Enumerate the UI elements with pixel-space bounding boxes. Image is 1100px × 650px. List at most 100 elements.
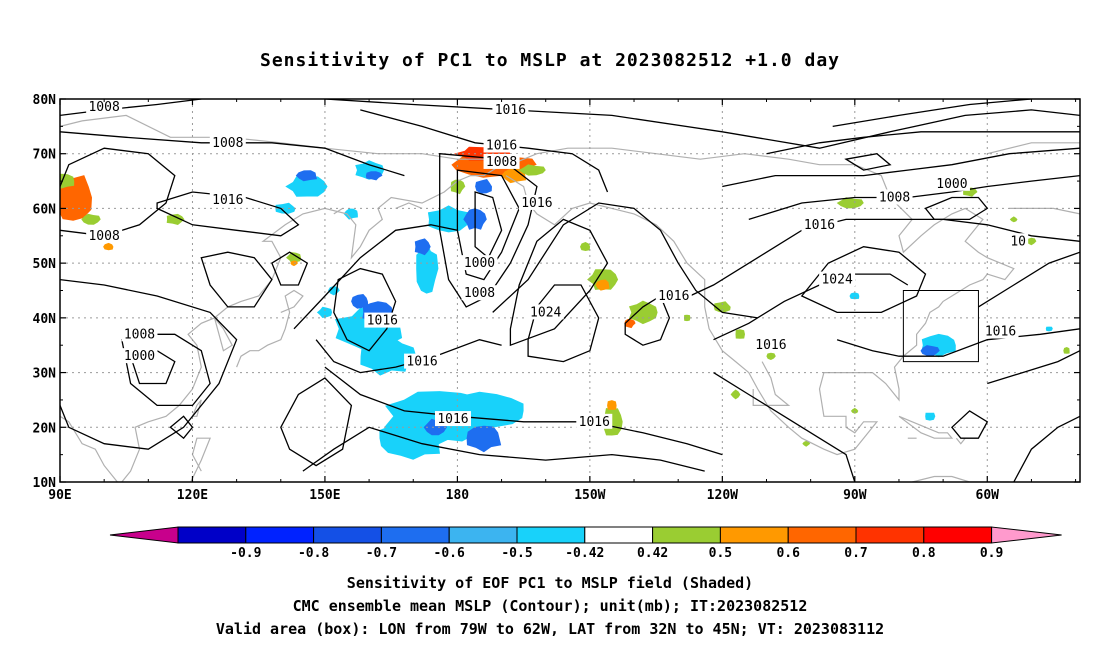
sensitivity-patch: [501, 168, 527, 184]
lat-label: 20N: [33, 421, 57, 436]
contour-label-bg: [121, 348, 158, 364]
coastline: [505, 147, 1015, 456]
colorbar-segment: [177, 526, 247, 544]
sensitivity-patch: [684, 314, 691, 322]
contour-label: 1016: [658, 289, 689, 304]
sensitivity-patch: [836, 197, 864, 209]
contour-label: 1008: [212, 136, 243, 151]
contour-label-bg: [492, 101, 529, 117]
contour-label: 1016: [495, 103, 526, 118]
sensitivity-patch: [849, 292, 860, 300]
colorbar-segment: [923, 526, 993, 544]
contour-label: 1016: [804, 218, 835, 233]
contour-label-bg: [86, 227, 123, 243]
colorbar-segment: [855, 526, 925, 544]
contour-label: 1008: [879, 190, 910, 205]
mslp-contour: [474, 191, 503, 259]
mslp-contour: [302, 426, 705, 472]
lon-label: 90W: [843, 488, 867, 503]
mslp-contour: [315, 339, 502, 374]
caption-line-3: Valid area (box): LON from 79W to 62W, L…: [215, 620, 885, 638]
contour-label-bg: [1008, 233, 1029, 249]
mslp-contour: [200, 251, 273, 308]
sensitivity-patch: [624, 318, 636, 329]
mslp-contour: [766, 131, 1080, 155]
contour-label-bg: [576, 413, 613, 429]
contour-label: 1008: [486, 155, 517, 170]
mslp-contour: [748, 174, 1080, 221]
sensitivity-patch: [343, 208, 358, 220]
contour-label: 1000: [936, 177, 967, 192]
mslp-contour: [722, 147, 1080, 188]
coastline: [987, 142, 1080, 155]
contour-label: 1016: [486, 139, 517, 154]
mslp-contour: [324, 366, 723, 456]
contour-label-bg: [518, 194, 555, 210]
colorbar-segment: [719, 526, 789, 544]
sensitivity-patch: [802, 440, 811, 447]
sensitivity-patch: [607, 400, 617, 410]
colorbar-right-arrow: [991, 526, 1062, 544]
contour-label-bg: [461, 255, 498, 271]
colorbar-label: 0.6: [776, 546, 800, 561]
contour-label: 10: [1010, 234, 1026, 249]
contour-label-bg: [483, 153, 520, 169]
contour-label: 1024: [821, 273, 852, 288]
contour-label: 1024: [530, 305, 561, 320]
colorbar-segment: [787, 526, 857, 544]
mslp-contour: [324, 99, 1080, 149]
coastline: [60, 114, 504, 482]
contour-label-bg: [801, 216, 838, 232]
caption-line-2: CMC ensemble mean MSLP (Contour); unit(m…: [292, 597, 808, 615]
sensitivity-patch: [414, 238, 431, 256]
mslp-contour: [527, 284, 600, 363]
sensitivity-patch: [595, 279, 610, 291]
mslp-contour: [60, 131, 405, 177]
lon-label: 90E: [48, 488, 71, 503]
colorbar-label: -0.8: [298, 546, 329, 561]
contour-label-bg: [121, 326, 158, 342]
sensitivity-patch: [925, 412, 936, 421]
sensitivity-patch: [466, 425, 502, 453]
sensitivity-patch: [295, 170, 317, 182]
colorbar-segment: [380, 526, 450, 544]
contour-label-bg: [876, 189, 913, 205]
sensitivity-patch: [475, 179, 492, 194]
coastlines: [60, 114, 1080, 482]
lon-label: 120E: [177, 488, 208, 503]
lat-label: 30N: [33, 367, 57, 382]
mslp-contour: [271, 251, 309, 286]
mslp-contour: [492, 202, 758, 319]
contour-label-bg: [819, 271, 856, 287]
contour-label-bg: [209, 192, 246, 208]
contour-label-bg: [404, 353, 441, 369]
mslp-contour: [360, 109, 609, 193]
sensitivity-patch: [166, 213, 185, 225]
coastline: [395, 202, 423, 209]
coastline: [333, 207, 343, 215]
coastline: [955, 437, 966, 445]
sensitivity-patch: [365, 171, 383, 181]
contour-label-bg: [982, 323, 1019, 339]
sensitivity-patch: [316, 306, 333, 318]
sensitivity-patch: [286, 252, 301, 264]
sensitivity-patch: [81, 213, 101, 225]
sensitivity-patch: [275, 202, 296, 214]
contour-label-bg: [655, 287, 692, 303]
lat-label: 10N: [33, 476, 57, 491]
lat-label: 50N: [33, 257, 57, 272]
colorbar-segment: [245, 526, 315, 544]
sensitivity-patch: [518, 164, 546, 176]
mslp-contour: [509, 218, 609, 347]
map-title: Sensitivity of PC1 to MSLP at 2023082512…: [259, 50, 840, 71]
contour-label: 1016: [406, 355, 437, 370]
contour-label: 1016: [367, 314, 398, 329]
colorbar-label: 0.5: [709, 546, 732, 561]
contour-label: 1008: [464, 286, 495, 301]
mslp-contour: [280, 377, 353, 467]
valid-area-box: [902, 290, 979, 363]
contour-label: 1016: [755, 338, 786, 353]
colorbar-segment: [448, 526, 518, 544]
lat-label: 70N: [33, 148, 57, 163]
